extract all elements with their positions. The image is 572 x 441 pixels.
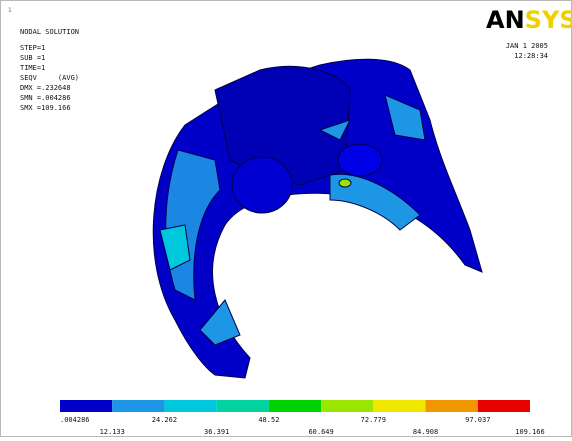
legend-swatch [478,400,530,412]
legend-swatch [60,400,112,412]
legend-label: 84.908 [413,428,438,436]
info-line: STEP=1 [20,44,45,52]
page: 1 NODAL SOLUTION STEP=1 SUB =1 TIME=1 SEQV … [0,0,572,441]
legend-swatch [217,400,269,412]
logo-part: SYS [525,6,572,34]
legend-swatch [269,400,321,412]
legend-label: 12.133 [100,428,125,436]
legend-label: 109.166 [515,428,545,436]
legend-label: 97.037 [465,416,490,424]
info-line: SMX =109.166 [20,104,71,112]
info-title: NODAL SOLUTION [20,28,79,36]
legend-swatch [373,400,425,412]
legend-label: 48.52 [258,416,279,424]
legend-swatch [426,400,478,412]
info-line: SMN =.004286 [20,94,71,102]
legend-label: 72.779 [361,416,386,424]
legend-swatch [112,400,164,412]
date: JAN 1 2005 [506,42,548,50]
time: 12:28:34 [514,52,548,60]
legend-swatch [164,400,216,412]
info-line: DMX =.232648 [20,84,71,92]
info-line: SEQV (AVG) [20,74,79,82]
viewport: 1 NODAL SOLUTION STEP=1 SUB =1 TIME=1 SEQV … [0,0,572,437]
legend-swatch [321,400,373,412]
legend-label: 24.262 [152,416,177,424]
info-line: SUB =1 [20,54,45,62]
info-line: TIME=1 [20,64,45,72]
logo: ANSYS [486,6,572,34]
legend-label: .004286 [60,416,90,424]
legend-label: 36.391 [204,428,229,436]
logo-part: AN [486,6,525,34]
legend-label: 60.649 [308,428,333,436]
window-marker: 1 [8,7,12,14]
